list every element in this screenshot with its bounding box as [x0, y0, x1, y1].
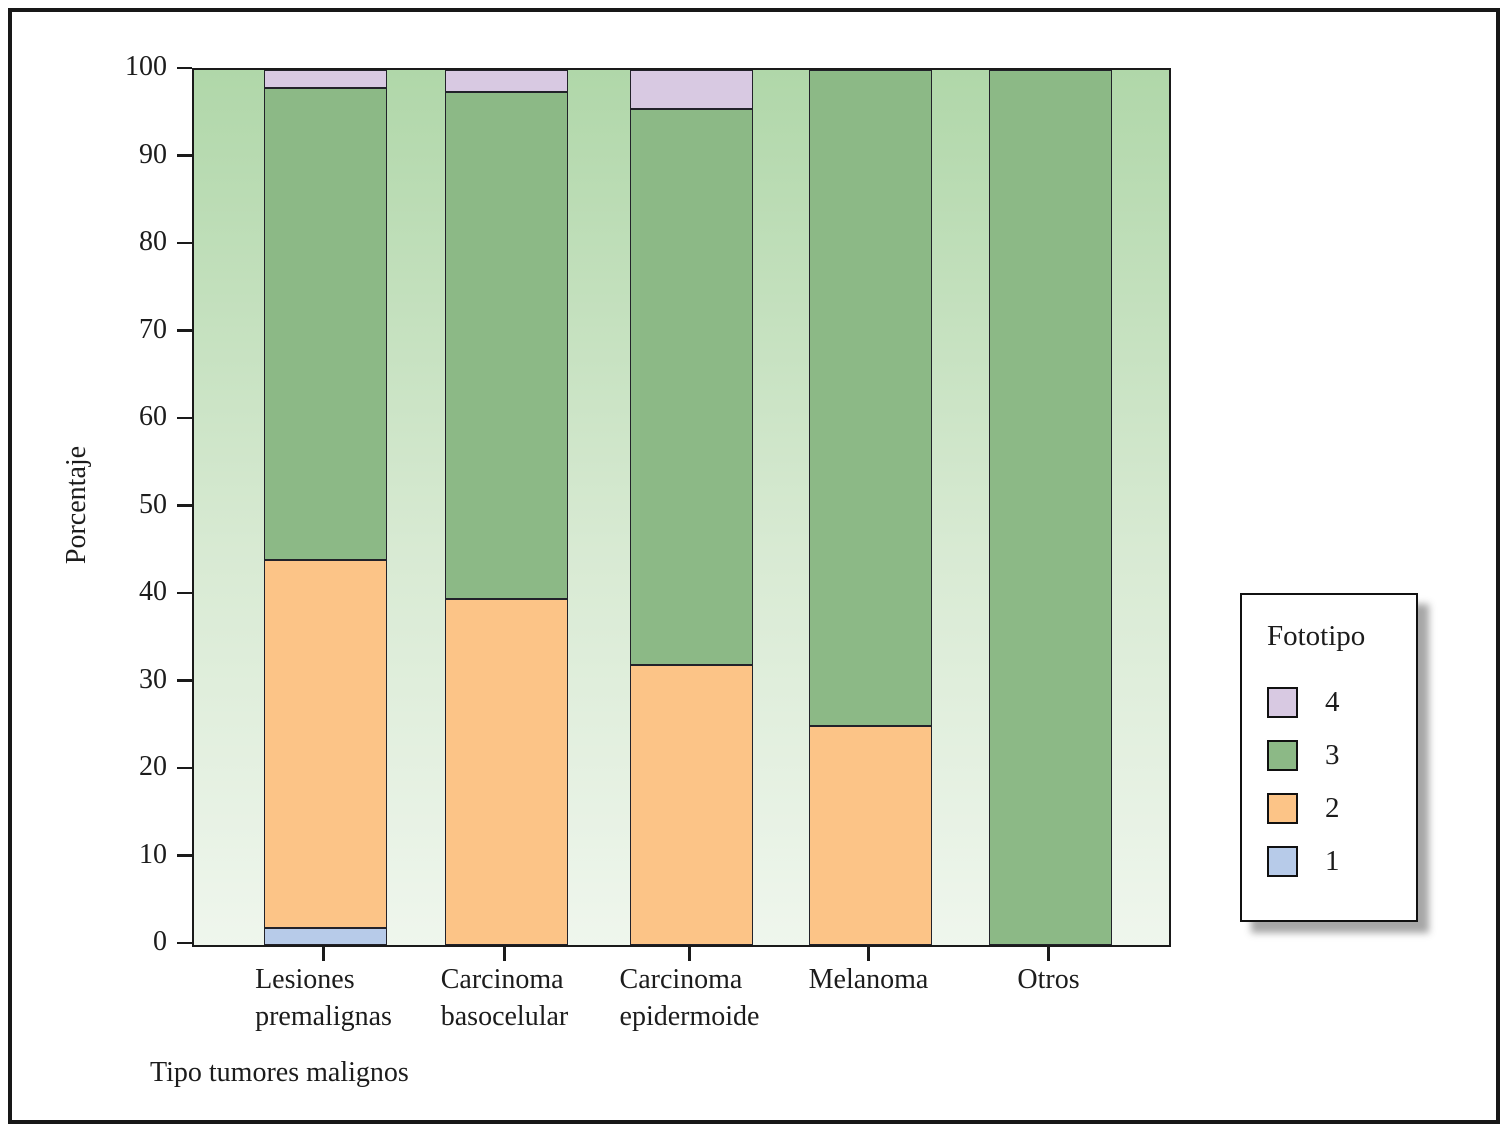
- x-tick-2: [503, 945, 506, 961]
- legend-item-fototipo-1: 1: [1267, 845, 1416, 878]
- bar-segment-fototipo-3: [264, 87, 387, 560]
- y-tick-label-20: 20: [139, 751, 167, 782]
- bar-otros: [989, 70, 1112, 945]
- x-tick-1: [322, 945, 325, 961]
- legend-swatch-fototipo-4: [1267, 687, 1298, 718]
- bar-segment-fototipo-3: [630, 109, 753, 665]
- bar-segment-fototipo-3: [809, 70, 932, 727]
- y-tick-label-80: 80: [139, 226, 167, 257]
- y-tick-label-0: 0: [153, 926, 167, 957]
- x-label-lesiones-premalignas: Lesiones premalignas: [255, 964, 392, 1032]
- x-axis-title: Tipo tumores malignos: [150, 1057, 409, 1088]
- legend-item-fototipo-3: 3: [1267, 739, 1416, 772]
- y-tick-70: [177, 329, 192, 332]
- legend-swatch-fototipo-1: [1267, 846, 1298, 877]
- legend-item-label: 1: [1325, 845, 1340, 877]
- legend-item-fototipo-4: 4: [1267, 686, 1416, 719]
- x-label-melanoma: Melanoma: [808, 964, 929, 995]
- bar-lesiones-premalignas: [264, 70, 387, 945]
- bar-segment-fototipo-2: [809, 726, 932, 945]
- y-tick-10: [177, 854, 192, 857]
- x-label-carcinoma-basocelular: Carcinoma basocelular: [440, 964, 569, 1032]
- y-tick-90: [177, 154, 192, 157]
- y-tick-30: [177, 679, 192, 682]
- legend-swatch-fototipo-2: [1267, 793, 1298, 824]
- bar-segment-fototipo-3: [445, 91, 568, 600]
- y-tick-label-100: 100: [125, 51, 167, 82]
- y-tick-label-50: 50: [139, 488, 167, 520]
- y-tick-label-70: 70: [139, 313, 167, 345]
- bar-segment-fototipo-3: [989, 70, 1112, 945]
- x-label-carcinoma-epidermoide: Carcinoma epidermoide: [619, 964, 760, 1032]
- y-tick-label-60: 60: [139, 401, 167, 432]
- y-tick-label-10: 10: [139, 838, 167, 870]
- y-tick-0: [177, 941, 192, 945]
- bar-segment-fototipo-2: [264, 560, 387, 928]
- y-tick-label-30: 30: [139, 663, 167, 695]
- legend-swatch-fototipo-3: [1267, 740, 1298, 771]
- y-tick-label-40: 40: [139, 576, 167, 607]
- y-tick-50: [177, 504, 192, 507]
- bar-segment-fototipo-4: [264, 70, 387, 88]
- x-tick-3: [688, 945, 691, 961]
- legend-item-fototipo-2: 2: [1267, 792, 1416, 825]
- legend-item-label: 2: [1325, 792, 1340, 824]
- y-tick-20: [177, 766, 192, 770]
- legend-item-label: 3: [1325, 739, 1340, 771]
- y-tick-60: [177, 416, 192, 420]
- y-axis-title: Porcentaje: [61, 445, 92, 565]
- y-tick-40: [177, 591, 192, 595]
- x-tick-5: [1047, 945, 1050, 961]
- bar-segment-fototipo-4: [630, 70, 753, 110]
- legend-items: 4 3 2 1: [1267, 686, 1416, 878]
- legend-item-label: 4: [1325, 686, 1340, 718]
- bar-segment-fototipo-1: [264, 927, 387, 945]
- bar-segment-fototipo-2: [630, 665, 753, 945]
- bar-segment-fototipo-4: [445, 70, 568, 92]
- plot-area: [192, 68, 1171, 947]
- bar-segment-fototipo-2: [445, 599, 568, 945]
- legend-title: Fototipo: [1267, 620, 1366, 652]
- x-tick-4: [867, 945, 870, 961]
- bar-melanoma: [809, 70, 932, 945]
- y-tick-label-90: 90: [139, 138, 167, 170]
- x-label-otros: Otros: [1017, 964, 1080, 995]
- y-tick-80: [177, 241, 192, 245]
- bar-carcinoma-basocelular: [445, 70, 568, 945]
- bar-carcinoma-epidermoide: [630, 70, 753, 945]
- legend: Fototipo 4 3 2 1: [1240, 593, 1418, 922]
- y-tick-100: [177, 66, 192, 70]
